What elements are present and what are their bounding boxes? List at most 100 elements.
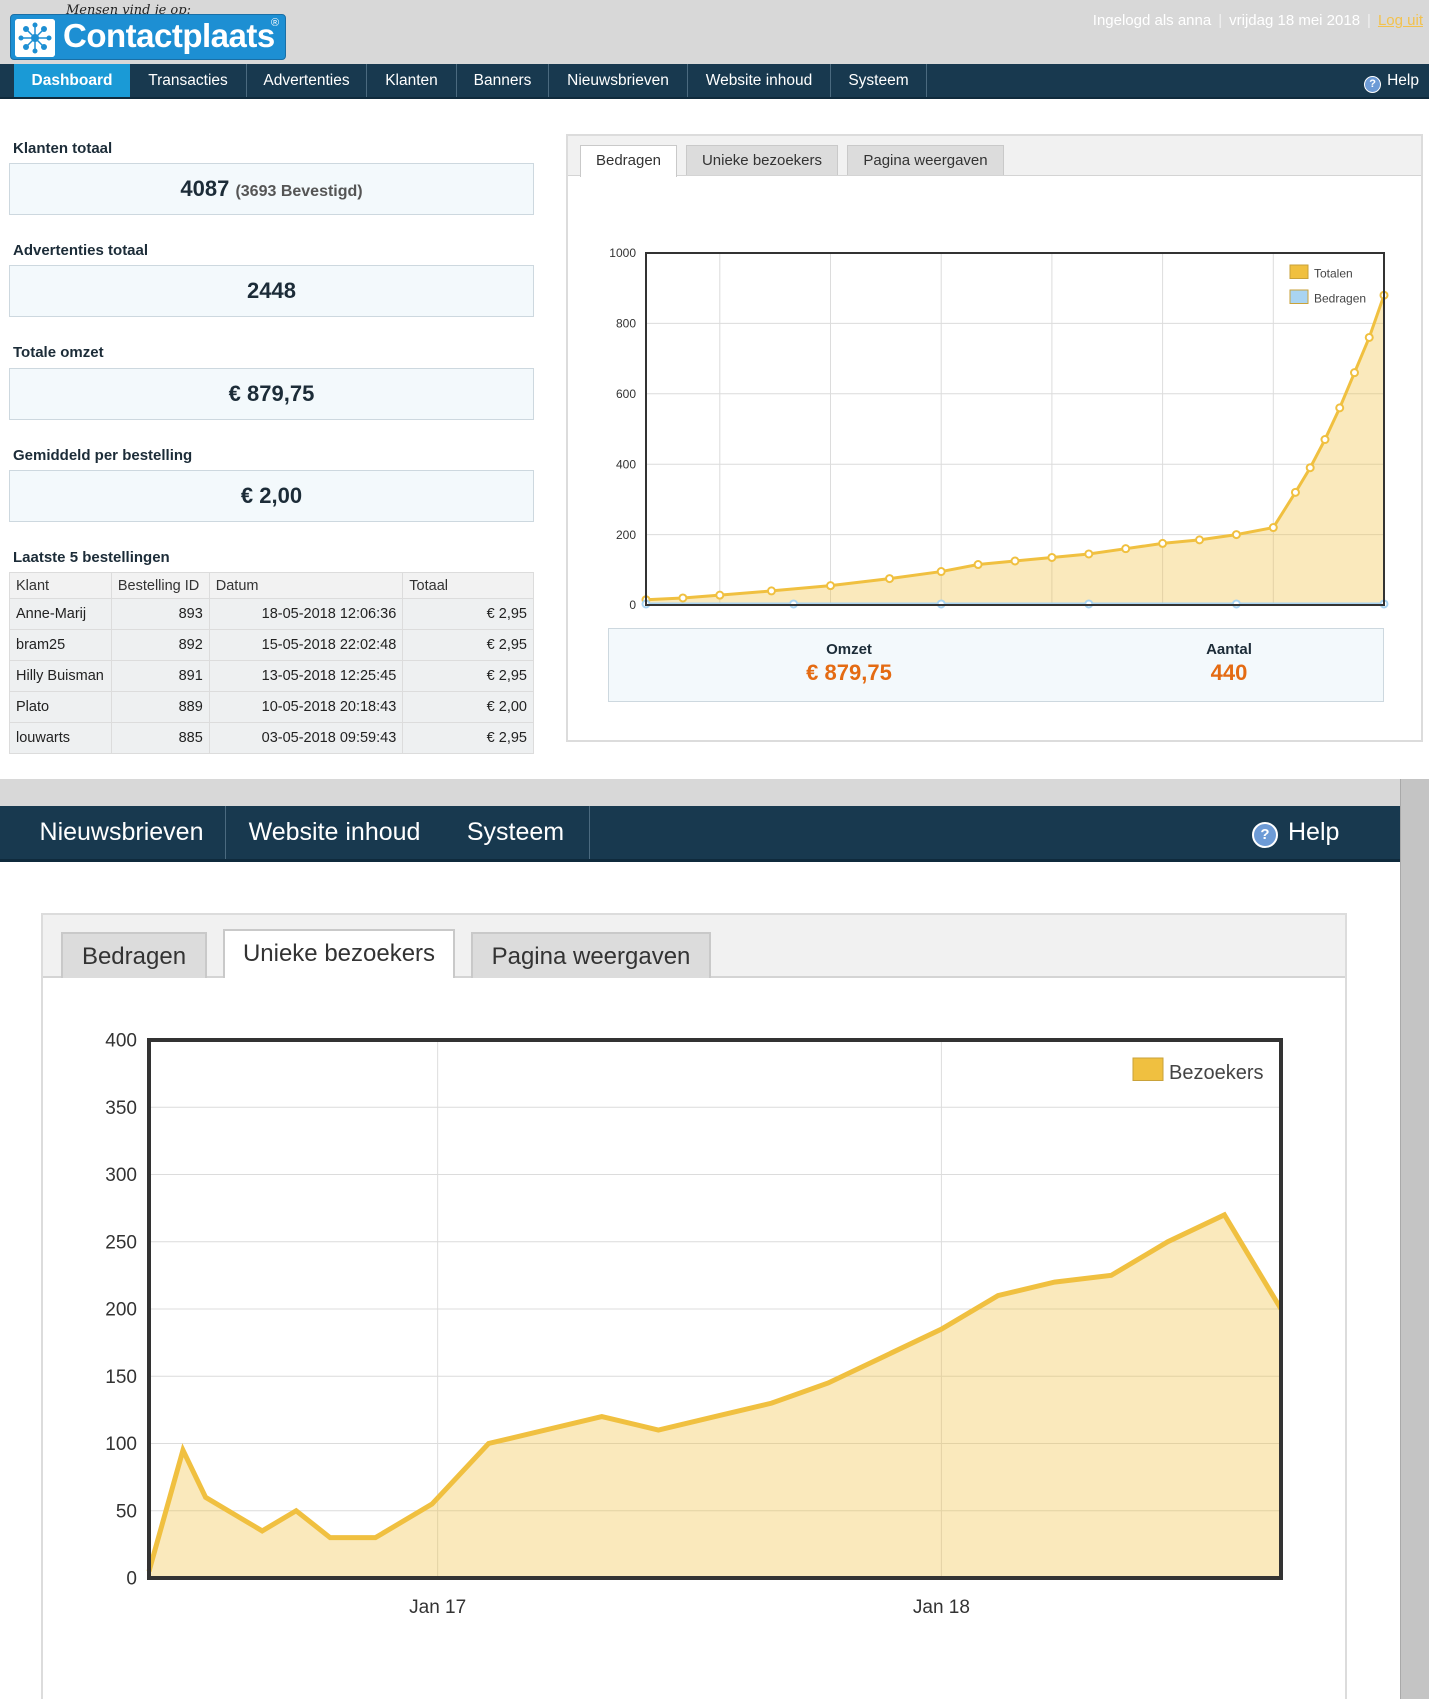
nav-transacties[interactable]: Transacties: [130, 64, 247, 97]
col-datum[interactable]: Datum: [208, 572, 404, 599]
data-point: [1231, 599, 1241, 609]
cell-totaal: € 2,00: [402, 691, 534, 723]
tab-unieke-bezoekers[interactable]: Unieke bezoekers: [686, 145, 838, 175]
nav-website-inhoud[interactable]: Website inhoud Systeem: [226, 806, 590, 859]
nav-help[interactable]: ? Help: [1364, 64, 1419, 97]
nav-banners[interactable]: Banners: [457, 64, 549, 97]
y-tick-label: 50: [116, 1501, 137, 1522]
col-totaal[interactable]: Totaal: [402, 572, 534, 599]
tab-bedragen[interactable]: Bedragen: [61, 932, 207, 978]
data-point: [678, 593, 688, 603]
tab-pagina-weergaven[interactable]: Pagina weergaven: [847, 145, 1004, 175]
series-area-bezoekers: [149, 1214, 1281, 1578]
nav-help-label: Help: [1387, 72, 1419, 89]
zoom-nav: Nieuwsbrieven Website inhoud Systeem ? Hel…: [0, 806, 1400, 862]
y-tick-label: 1000: [609, 246, 636, 260]
cell-datum: 10-05-2018 20:18:43: [208, 691, 404, 723]
tab-unieke-bezoekers[interactable]: Unieke bezoekers: [223, 929, 455, 978]
legend-swatch: [1289, 264, 1309, 279]
table-row[interactable]: Plato 889 10-05-2018 20:18:43 € 2,00: [9, 691, 534, 723]
data-point: [1305, 463, 1315, 473]
plot-frame: [645, 252, 1385, 606]
vertical-scrollbar[interactable]: [1400, 779, 1429, 1699]
revenue-total-value: € 879,75: [228, 381, 315, 406]
logout-link[interactable]: Log uit: [1377, 12, 1423, 29]
cell-totaal: € 2,95: [402, 629, 534, 661]
logo-box: Contactplaats ®: [10, 14, 286, 60]
table-row[interactable]: Anne-Marij 893 18-05-2018 12:06:36 € 2,9…: [9, 598, 534, 630]
chart-tabs: Bedragen Unieke bezoekers Pagina weergav…: [568, 136, 1421, 177]
data-point: [1231, 530, 1241, 540]
nav-dashboard[interactable]: Dashboard: [14, 64, 130, 97]
col-bestelling-id[interactable]: Bestelling ID: [110, 572, 210, 599]
data-point: [1320, 435, 1330, 445]
revenue-total-label: Totale omzet: [13, 344, 104, 361]
data-point: [766, 586, 776, 596]
summary-count: Aantal 440: [1159, 641, 1299, 686]
y-tick-label: 200: [616, 528, 636, 542]
help-icon: ?: [1364, 76, 1382, 93]
data-point: [715, 590, 725, 600]
y-tick-label: 0: [126, 1569, 137, 1590]
nav-website-inhoud[interactable]: Website inhoud: [688, 64, 831, 97]
table-row[interactable]: louwarts 885 03-05-2018 09:59:43 € 2,95: [9, 722, 534, 754]
cell-id: 889: [110, 691, 210, 723]
zoom-header-strip: [0, 779, 1400, 806]
nav-klanten[interactable]: Klanten: [367, 64, 457, 97]
data-point: [1121, 544, 1131, 554]
col-klant[interactable]: Klant: [9, 572, 112, 599]
chart-tabs: Bedragen Unieke bezoekers Pagina weergav…: [43, 915, 1345, 978]
data-point: [1268, 523, 1278, 533]
cell-klant: bram25: [9, 629, 112, 661]
y-tick-label: 100: [105, 1434, 137, 1455]
data-point: [1290, 487, 1300, 497]
tab-bedragen[interactable]: Bedragen: [580, 145, 677, 177]
logged-in-user: Ingelogd als anna: [1092, 12, 1212, 29]
y-tick-label: 350: [105, 1098, 137, 1119]
nav-systeem[interactable]: Systeem: [831, 64, 927, 97]
nav-systeem-label: Systeem: [466, 818, 565, 846]
data-point: [1364, 332, 1374, 342]
logo-brand: Contactplaats: [63, 17, 275, 54]
customers-total-value: 4087: [180, 176, 230, 201]
logo-mark-icon: [15, 19, 55, 57]
cell-id: 885: [110, 722, 210, 754]
customers-total-box: 4087 (3693 Bevestigd): [9, 163, 534, 215]
session-info: Ingelogd als anna | vrijdag 18 mei 2018 | Lo…: [1092, 12, 1423, 29]
summary-revenue-label: Omzet: [826, 641, 872, 658]
nav-help[interactable]: ? Help: [1252, 806, 1339, 859]
cell-klant: louwarts: [9, 722, 112, 754]
y-tick-label: 400: [616, 457, 636, 471]
y-tick-label: 400: [105, 1031, 137, 1052]
nav-nieuwsbrieven[interactable]: Nieuwsbrieven: [18, 806, 226, 859]
logo-registered-mark: ®: [271, 17, 280, 29]
y-tick-label: 600: [616, 387, 636, 401]
data-point: [936, 567, 946, 577]
customers-total-label: Klanten totaal: [13, 140, 113, 157]
logo[interactable]: Mensen vind je op:: [10, 3, 286, 60]
last-orders-title: Laatste 5 bestellingen: [13, 549, 170, 566]
summary-revenue-value: € 879,75: [806, 660, 892, 685]
tab-pagina-weergaven[interactable]: Pagina weergaven: [471, 932, 711, 978]
data-point: [1335, 403, 1345, 413]
data-point: [826, 581, 835, 591]
nav-nieuwsbrieven[interactable]: Nieuwsbrieven: [549, 64, 688, 97]
summary-count-label: Aantal: [1206, 641, 1252, 658]
nav-advertenties[interactable]: Advertenties: [247, 64, 367, 97]
top-header: Mensen vind je op:: [0, 0, 1429, 64]
data-point: [789, 599, 799, 609]
summary-count-value: 440: [1210, 660, 1248, 685]
nav-website-inhoud-label: Website inhoud: [248, 818, 421, 846]
customers-confirmed: (3693 Bevestigd): [235, 183, 363, 200]
y-tick-label: 150: [105, 1367, 137, 1388]
series-line-bezoekers: [146, 1211, 1284, 1572]
y-tick-label: 0: [629, 598, 636, 610]
plot-frame: [147, 1038, 1283, 1580]
table-row[interactable]: Hilly Buisman 891 13-05-2018 12:25:45 € …: [9, 660, 534, 692]
table-row[interactable]: bram25 892 15-05-2018 22:02:48 € 2,95: [9, 629, 534, 661]
avg-order-label: Gemiddeld per bestelling: [13, 447, 193, 464]
data-point: [1010, 556, 1020, 566]
data-point: [1195, 535, 1204, 545]
legend-label: Totalen: [1314, 267, 1353, 281]
legend-label: Bezoekers: [1169, 1062, 1264, 1084]
